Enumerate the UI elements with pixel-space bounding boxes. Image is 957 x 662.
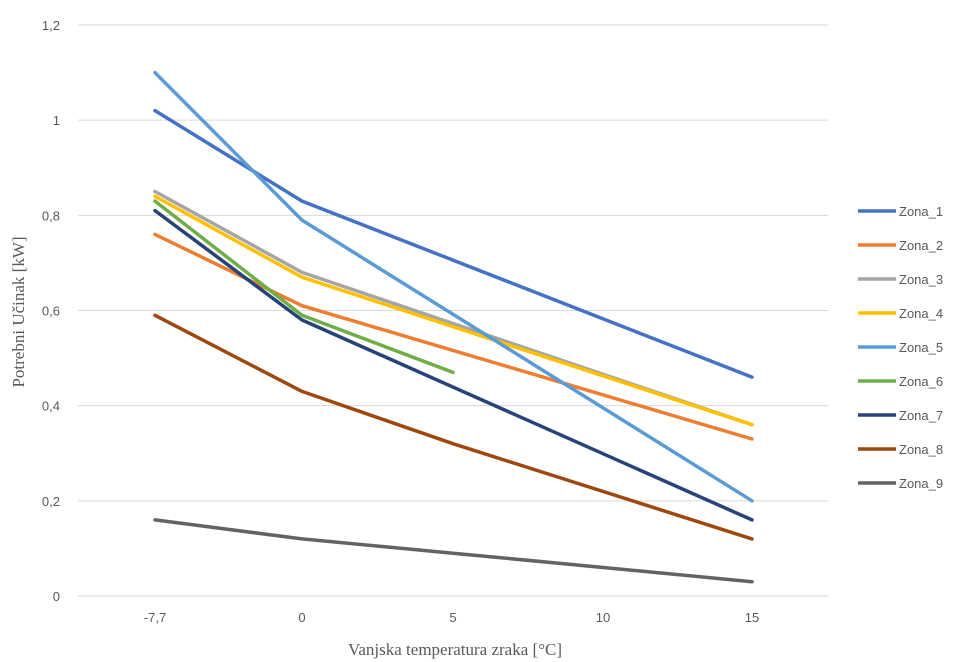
y-tick-label: 0,4 bbox=[42, 399, 60, 414]
series-line-zona_3 bbox=[153, 189, 754, 427]
legend-item-zona_2: Zona_2 bbox=[858, 238, 943, 253]
legend-item-zona_6: Zona_6 bbox=[858, 374, 943, 389]
legend-item-zona_1: Zona_1 bbox=[858, 204, 943, 219]
legend-item-zona_3: Zona_3 bbox=[858, 272, 943, 287]
legend-item-zona_7: Zona_7 bbox=[858, 408, 943, 423]
series-lines bbox=[153, 70, 754, 584]
legend-label: Zona_3 bbox=[899, 272, 943, 287]
x-tick-label: 10 bbox=[596, 610, 610, 625]
y-tick-label: 1 bbox=[53, 113, 60, 128]
x-tick-label: -7,7 bbox=[144, 610, 166, 625]
legend-label: Zona_8 bbox=[899, 442, 943, 457]
y-tick-label: 0,2 bbox=[42, 494, 60, 509]
y-tick-label: 0,6 bbox=[42, 304, 60, 319]
legend-label: Zona_5 bbox=[899, 340, 943, 355]
x-axis-tick-labels: -7,7 0 5 10 15 bbox=[144, 610, 759, 625]
series-line-zona_5 bbox=[153, 70, 754, 503]
series-line-zona_9 bbox=[153, 518, 754, 584]
series-line-zona_1 bbox=[153, 108, 754, 379]
legend-label: Zona_7 bbox=[899, 408, 943, 423]
series-line-zona_4 bbox=[153, 194, 754, 427]
x-tick-label: 5 bbox=[449, 610, 456, 625]
legend-label: Zona_1 bbox=[899, 204, 943, 219]
y-axis-title: Potrebni Učinak [kW] bbox=[9, 236, 28, 387]
legend-item-zona_8: Zona_8 bbox=[858, 442, 943, 457]
legend-label: Zona_9 bbox=[899, 476, 943, 491]
y-axis-tick-labels: 0 0,2 0,4 0,6 0,8 1 1,2 bbox=[42, 18, 60, 604]
series-line-zona_2 bbox=[153, 232, 754, 441]
series-line-zona_7 bbox=[153, 208, 754, 522]
legend: Zona_1 Zona_2 Zona_3 Zona_4 Zona_5 Zona_6 Zona… bbox=[858, 204, 943, 491]
legend-item-zona_5: Zona_5 bbox=[858, 340, 943, 355]
x-tick-label: 15 bbox=[745, 610, 759, 625]
x-axis-title: Vanjska temperatura zraka [°C] bbox=[348, 640, 562, 659]
y-tick-label: 1,2 bbox=[42, 18, 60, 33]
x-tick-label: 0 bbox=[298, 610, 305, 625]
y-tick-label: 0 bbox=[53, 589, 60, 604]
legend-item-zona_4: Zona_4 bbox=[858, 306, 943, 321]
series-line-zona_6 bbox=[153, 199, 455, 375]
legend-item-zona_9: Zona_9 bbox=[858, 476, 943, 491]
legend-label: Zona_6 bbox=[899, 374, 943, 389]
legend-label: Zona_2 bbox=[899, 238, 943, 253]
legend-label: Zona_4 bbox=[899, 306, 943, 321]
series-line-zona_8 bbox=[153, 313, 754, 541]
y-tick-label: 0,8 bbox=[42, 208, 60, 223]
